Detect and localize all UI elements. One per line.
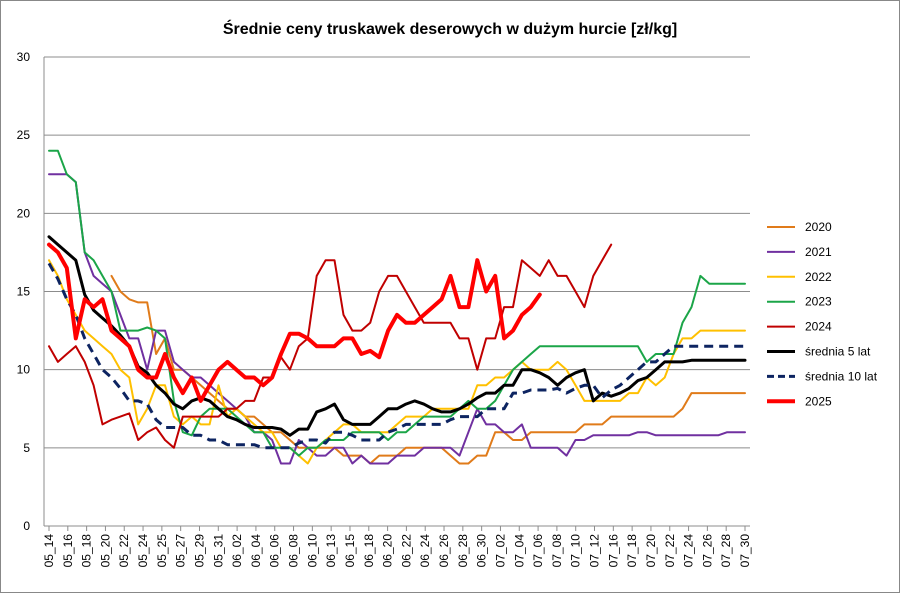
y-tick-label: 15 bbox=[17, 285, 31, 299]
legend-label-2021: 2021 bbox=[805, 245, 832, 259]
x-tick-label: 06_15 bbox=[343, 534, 357, 568]
y-tick-label: 20 bbox=[17, 206, 31, 220]
x-tick-label: 06_13 bbox=[324, 534, 338, 568]
legend-label-2020: 2020 bbox=[805, 220, 832, 234]
x-tick-label: 05_31 bbox=[211, 534, 225, 568]
x-tick-label: 06_28 bbox=[456, 534, 470, 568]
x-tick-label: 05_18 bbox=[80, 534, 94, 568]
x-tick-label: 06_10 bbox=[305, 534, 319, 568]
x-tick-label: 05_16 bbox=[61, 534, 75, 568]
x-tick-label: 07_24 bbox=[682, 534, 696, 568]
series-line-rednia-5-lat bbox=[47, 235, 747, 437]
x-tick-label: 07_30 bbox=[738, 534, 752, 568]
series-group bbox=[47, 149, 747, 465]
x-tick-label: 07_22 bbox=[663, 534, 677, 568]
x-tick-label: 06_04 bbox=[249, 534, 263, 568]
x-tick-label: 05_24 bbox=[136, 534, 150, 568]
series-line-2022 bbox=[48, 259, 746, 465]
x-tick-label: 06_26 bbox=[437, 534, 451, 568]
x-tick-label: 06_20 bbox=[381, 534, 395, 568]
x-tick-label: 06_24 bbox=[418, 534, 432, 568]
series-line-2025 bbox=[47, 242, 542, 403]
y-tick-label: 10 bbox=[17, 363, 31, 377]
x-tick-label: 06_18 bbox=[362, 534, 376, 568]
x-tick-label: 07_04 bbox=[512, 534, 526, 568]
x-tick-label: 05_22 bbox=[117, 534, 131, 568]
y-tick-label: 0 bbox=[23, 519, 30, 533]
x-tick-label: 07_16 bbox=[606, 534, 620, 568]
legend: 2020 2021 2022 2023 2024 średnia 5 lat średnia… bbox=[767, 220, 878, 408]
grid bbox=[44, 56, 750, 449]
x-tick-label: 06_06 bbox=[268, 534, 282, 568]
legend-label-2023: 2023 bbox=[805, 295, 832, 309]
x-tick-label: 07_06 bbox=[531, 534, 545, 568]
x-tick-label: 06_08 bbox=[287, 534, 301, 568]
x-tick-label: 07_18 bbox=[625, 534, 639, 568]
series-line-rednia-10-lat bbox=[47, 262, 745, 450]
x-tick-label: 06_30 bbox=[475, 534, 489, 568]
x-tick-label: 07_10 bbox=[569, 534, 583, 568]
x-tick-label: 06_02 bbox=[230, 534, 244, 568]
legend-label-2025: 2025 bbox=[805, 394, 832, 408]
series-line-2021 bbox=[48, 173, 746, 465]
x-tick-label: 07_02 bbox=[493, 534, 507, 568]
x-tick-label: 05_27 bbox=[174, 534, 188, 568]
legend-label-rednia-10-lat: średnia 10 lat bbox=[805, 369, 878, 383]
x-tick-label: 07_12 bbox=[588, 534, 602, 568]
x-tick-label: 07_08 bbox=[550, 534, 564, 568]
x-tick-label: 05_20 bbox=[98, 534, 112, 568]
x-tick-label: 05_29 bbox=[192, 534, 206, 568]
x-tick-label: 07_28 bbox=[719, 534, 733, 568]
y-tick-label: 25 bbox=[17, 128, 31, 142]
axes: 0 5 10 15 20 25 30 05_14 05_16 05_18 05_20 05_22 05_… bbox=[17, 50, 752, 567]
chart-title: Średnie ceny truskawek deserowych w duży… bbox=[223, 19, 677, 38]
x-tick-label: 06_22 bbox=[399, 534, 413, 568]
series-line-2024 bbox=[48, 243, 613, 449]
legend-label-rednia-5-lat: średnia 5 lat bbox=[805, 345, 871, 359]
x-tick-label: 07_26 bbox=[700, 534, 714, 568]
x-tick-label: 07_20 bbox=[644, 534, 658, 568]
y-tick-label: 30 bbox=[17, 50, 31, 64]
legend-label-2024: 2024 bbox=[805, 320, 832, 334]
x-tick-label: 05_25 bbox=[155, 534, 169, 568]
legend-label-2022: 2022 bbox=[805, 270, 832, 284]
y-tick-label: 5 bbox=[23, 441, 30, 455]
series-line-2023 bbox=[48, 149, 746, 457]
x-tick-label: 05_14 bbox=[42, 534, 56, 568]
